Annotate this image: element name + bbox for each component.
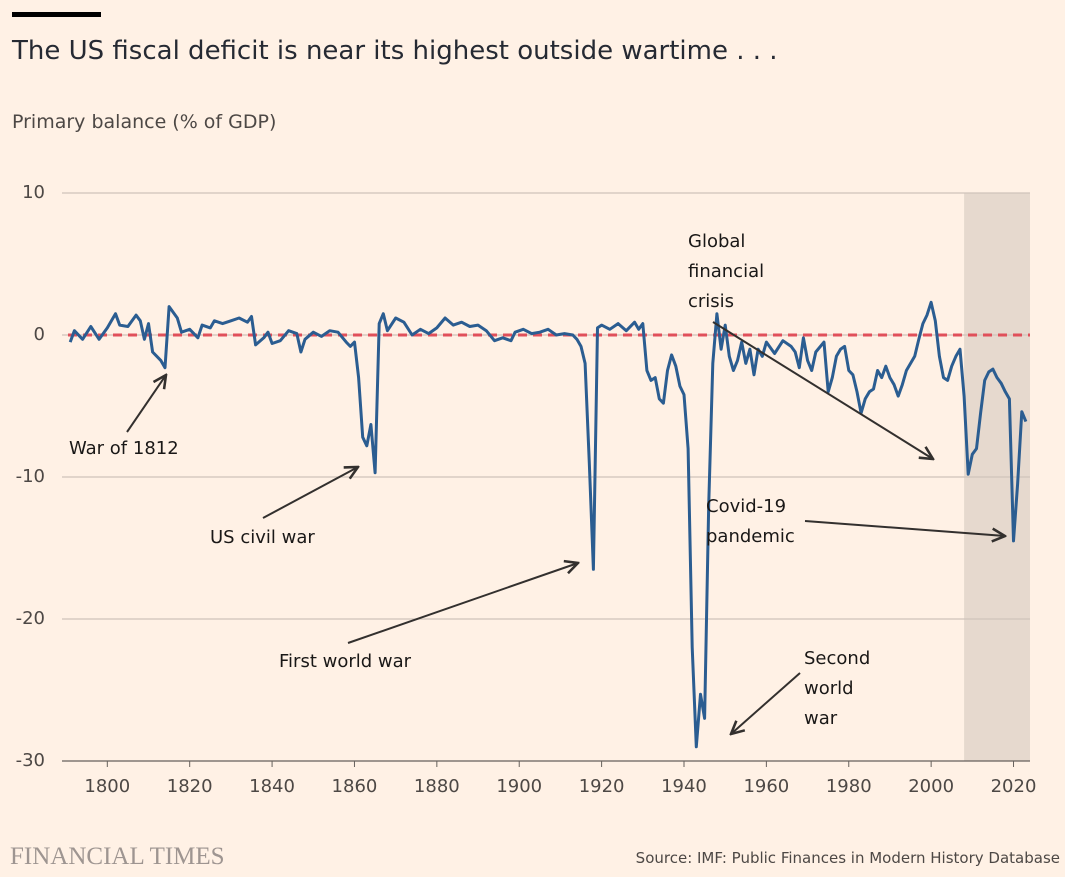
x-tick-label: 2000 [908, 776, 954, 797]
x-tick-label: 1900 [496, 776, 542, 797]
annotation: Global financial crisis [688, 231, 765, 312]
annotation-arrow [347, 563, 578, 644]
y-tick-label: -30 [16, 750, 45, 771]
annotation: US civil war [210, 527, 315, 548]
x-tick-label: 1960 [743, 776, 789, 797]
brand-bar [12, 12, 101, 17]
x-tick-label: 1840 [249, 776, 295, 797]
x-tick-label: 1820 [167, 776, 213, 797]
source: Source: IMF: Public Finances in Modern H… [635, 849, 1060, 867]
annotation: War of 1812 [69, 438, 179, 459]
brand: FINANCIAL TIMES [10, 843, 225, 870]
annotation-arrow [712, 321, 933, 459]
y-tick-label: 10 [22, 182, 45, 203]
annotation-arrow [126, 375, 166, 433]
y-tick-label: -10 [16, 466, 45, 487]
x-tick-label: 1860 [332, 776, 378, 797]
x-tick-label: 1880 [414, 776, 460, 797]
annotation-arrow [731, 672, 801, 734]
x-tick-label: 1920 [579, 776, 625, 797]
y-tick-label: 0 [34, 324, 45, 345]
chart-subtitle: Primary balance (% of GDP) [12, 111, 277, 133]
x-tick-label: 1980 [826, 776, 872, 797]
annotation: Covid-19 pandemic [706, 496, 795, 547]
annotation: First world war [279, 651, 412, 672]
x-tick-label: 1800 [84, 776, 130, 797]
annotation: Second world war [804, 648, 871, 729]
annotation-arrow [262, 467, 358, 519]
x-tick-label: 1940 [661, 776, 707, 797]
data-line [68, 300, 1028, 749]
chart-title: The US fiscal deficit is near its highes… [12, 36, 778, 66]
annotation-arrow [804, 520, 1005, 536]
y-tick-label: -20 [16, 608, 45, 629]
x-tick-label: 2020 [991, 776, 1037, 797]
